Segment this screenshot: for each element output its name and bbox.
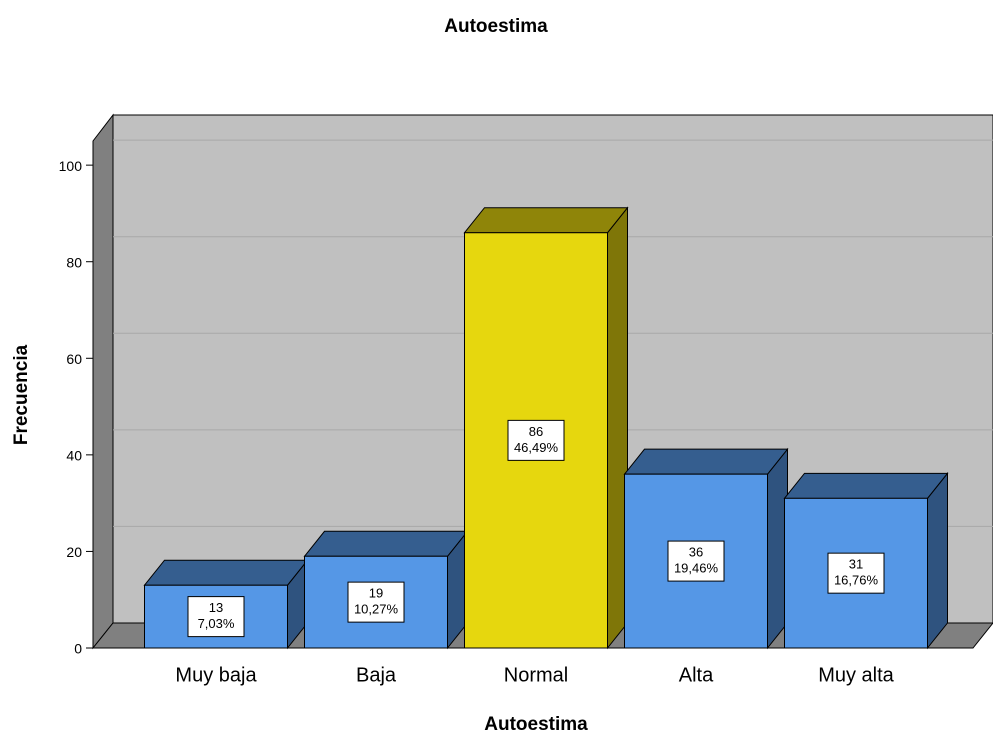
bar-top	[623, 448, 789, 475]
data-label: 16,76%	[834, 573, 879, 588]
data-label: 19	[369, 586, 383, 601]
data-label-box	[507, 419, 565, 461]
y-tick-label: 40	[66, 448, 82, 464]
bar-top	[143, 559, 309, 586]
data-label-box	[187, 596, 245, 638]
bar-top	[463, 207, 629, 234]
data-label: 36	[689, 545, 703, 560]
data-label: 19,46%	[674, 561, 719, 576]
data-label: 31	[849, 557, 863, 572]
x-tick-label: Baja	[356, 664, 397, 686]
x-axis-label: Autoestima	[484, 714, 588, 735]
data-label: 10,27%	[354, 602, 399, 617]
side-wall	[92, 113, 114, 650]
x-tick-label: Muy alta	[818, 664, 894, 686]
bar	[143, 558, 309, 650]
bar-side	[927, 471, 948, 650]
bar-top	[303, 530, 469, 557]
y-tick-label: 20	[66, 544, 82, 560]
data-label: 86	[529, 424, 543, 439]
y-axis-label: Frecuencia	[11, 344, 32, 445]
y-tick-label: 100	[59, 158, 83, 174]
data-label-box	[667, 540, 725, 582]
x-tick-label: Alta	[679, 664, 714, 686]
data-label: 13	[209, 600, 223, 615]
y-tick-label: 80	[66, 254, 82, 270]
chart-title: Autoestima	[444, 16, 548, 37]
data-label: 7,03%	[198, 616, 235, 631]
x-tick-label: Muy baja	[175, 664, 257, 686]
y-tick-label: 0	[74, 641, 82, 657]
data-label-box	[347, 581, 405, 623]
x-tick-label: Normal	[504, 664, 568, 686]
data-label: 46,49%	[514, 440, 559, 455]
y-tick-label: 60	[66, 351, 82, 367]
data-label-box	[827, 552, 885, 594]
bar-top	[783, 472, 949, 499]
